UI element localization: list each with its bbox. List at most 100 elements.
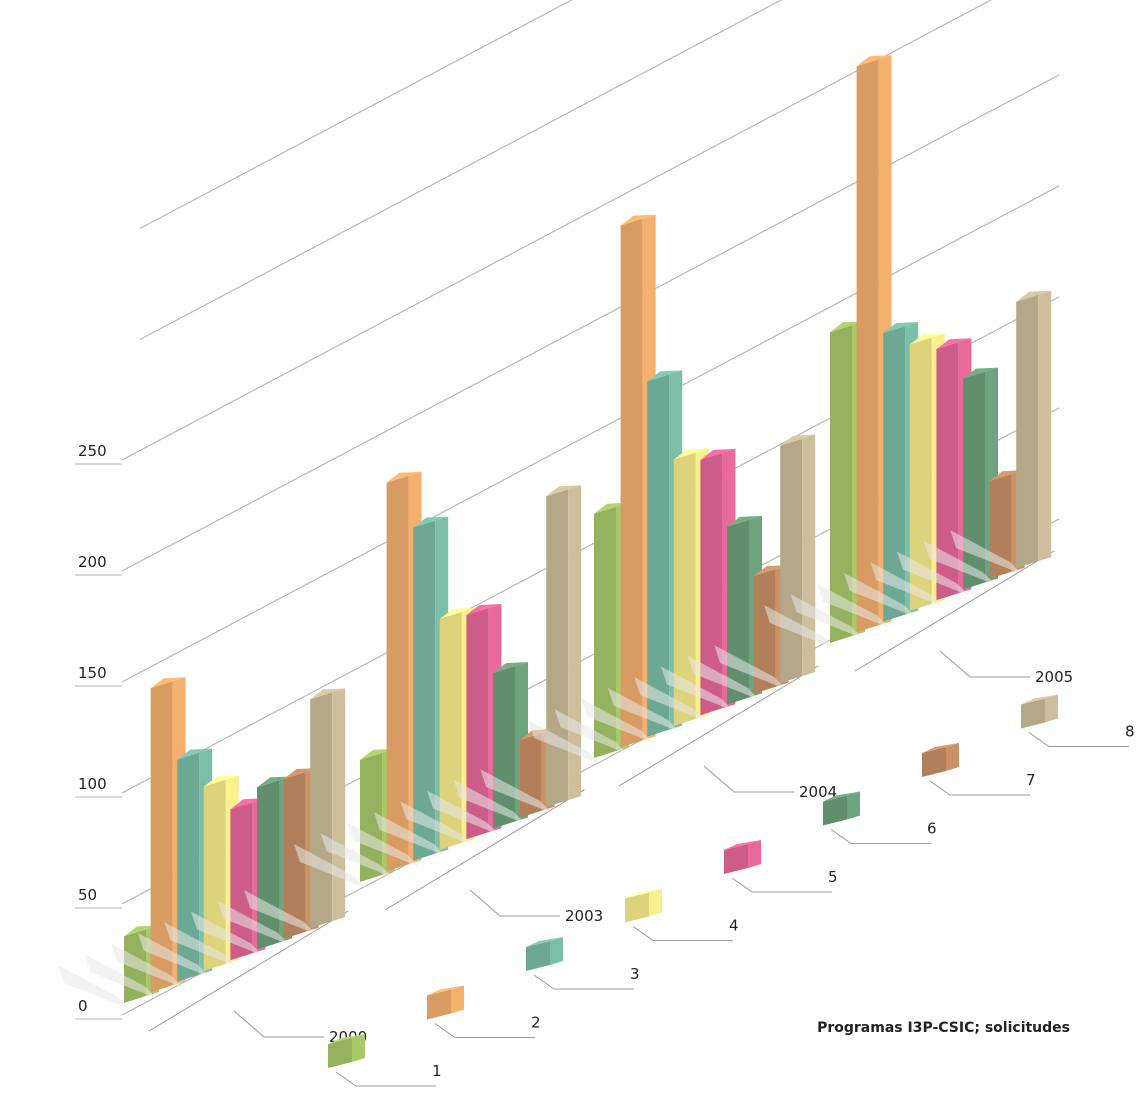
year-leader-line [939,650,1030,678]
gridline-150 [121,185,1060,683]
bar-top [856,55,892,67]
bar-top [439,608,475,619]
legend-item-8: 8 [1021,694,1135,747]
y-tick-label: 200 [78,553,107,571]
legend-swatch-top [625,888,662,899]
bar-front [753,569,776,694]
bar-top [177,748,213,760]
bar-front [310,692,333,929]
bar-front [727,519,749,705]
bar-front [989,474,1012,579]
bar-top [466,604,502,615]
legend-leader-line [830,829,931,844]
bar-shadow [320,833,393,878]
y-tick-label: 150 [78,664,107,682]
gridline-extra [139,0,573,230]
bar-front [963,371,985,590]
group-floor-line [618,665,819,787]
bar-top [283,768,319,779]
bar-shadow [453,779,526,824]
bar-shadow [427,790,499,835]
bar-shadow [480,769,553,814]
bar-top [1016,290,1052,302]
bar-shadow [191,911,263,956]
legend-swatch-top [427,985,464,996]
bar-front [150,681,173,993]
year-leader-line [233,1010,324,1038]
category-label: 2003 [565,907,603,925]
legend-swatch-side [352,1034,365,1062]
bar-front [780,438,803,684]
bar-shadow [137,932,210,977]
legend-swatch [526,941,550,971]
bar-shadow [373,811,446,856]
legend-swatch-side [649,888,662,917]
bar-top [150,677,186,689]
bar-top [594,502,629,514]
bar-front [413,520,436,861]
legend-swatch-top [922,743,959,753]
bar-top [727,515,762,527]
legend-leader-line [632,926,733,941]
bar-top [700,448,736,460]
bar-shadow [84,954,157,999]
legend-swatch [922,747,946,777]
legend-swatch [427,989,451,1020]
bar-shadow [217,900,290,945]
bar-front [883,326,906,622]
bar-top [413,516,449,528]
bar-front [203,779,226,971]
y-tick-label: 100 [78,775,107,793]
bar-top [257,776,292,788]
bar-shadow [923,540,996,585]
legend-item-7: 7 [922,743,1036,796]
bar-front [1016,294,1039,569]
bar-top [203,775,239,787]
legend-swatch-top [724,840,761,850]
legend-leader-line [335,1071,436,1087]
bars [58,55,1052,1009]
bar-top [673,448,709,460]
bar-front [177,752,200,982]
y-tick-label: 0 [78,997,88,1015]
legend-item-2: 2 [427,985,541,1038]
legend-label: 4 [729,917,739,935]
bar-side [1038,290,1052,562]
legend-label: 7 [1026,771,1036,789]
category-label: 2004 [799,783,837,801]
gridline-200 [121,74,1060,572]
bar-front [647,374,670,737]
bar-shadow [950,530,1023,575]
group-floor-line [148,910,349,1032]
bar-shadow [897,551,969,596]
bar-shadow [528,720,600,764]
legend-swatch-side [1045,694,1058,723]
y-tick-label: 50 [78,886,97,904]
bar-shadow [58,965,130,1009]
bar-front [546,489,569,808]
bar-front [830,325,852,643]
legend-swatch-side [550,937,563,965]
legend-label: 1 [432,1062,442,1080]
bar-shadow [554,709,627,754]
chart-title: Programas I3P-CSIC; solicitudes [817,1020,1070,1036]
bar-shadow [244,890,317,935]
bar-shadow [581,698,654,743]
legend-swatch [328,1038,352,1068]
year-leader-line [703,765,794,793]
bar-front [466,608,489,840]
bar-shadow [714,645,787,690]
gridline-extra [139,0,783,341]
legend-leader-line [731,877,832,893]
legend-swatch [625,892,649,923]
legend-swatch-side [946,743,959,771]
bar-front [620,218,643,748]
bar-shadow [164,922,237,967]
category-label: 2005 [1035,668,1073,686]
bar-front [439,612,462,850]
legend-leader-line [929,780,1030,796]
bar-shadow [400,801,473,846]
legend-swatch [724,844,748,874]
bar-shadow [347,822,420,867]
